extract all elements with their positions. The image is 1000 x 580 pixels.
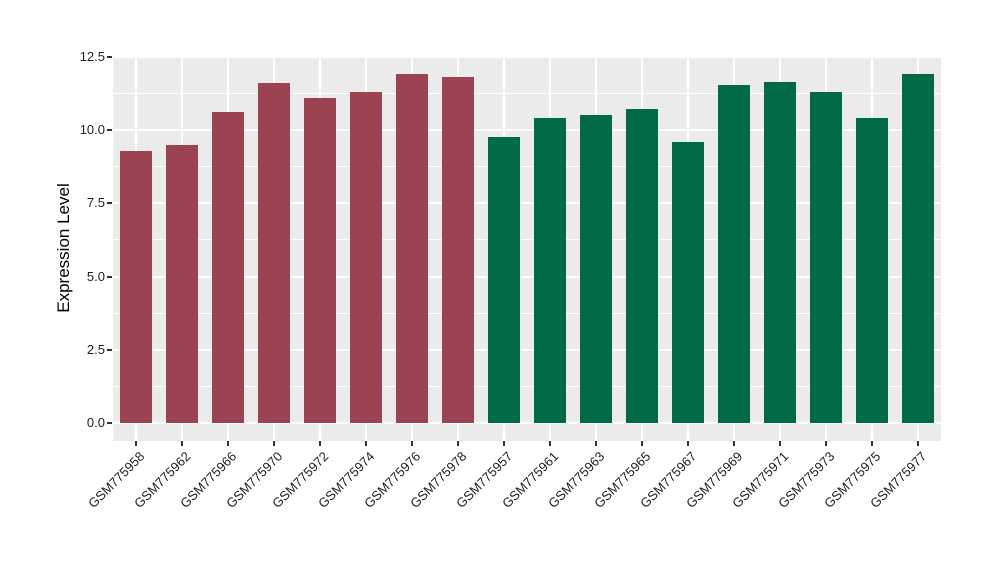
x-axis-tick	[503, 441, 505, 446]
x-axis-tick	[687, 441, 689, 446]
x-axis-tick	[917, 441, 919, 446]
bar	[441, 77, 475, 424]
y-tick-label: 10.0	[79, 122, 105, 137]
y-axis-tick	[107, 348, 112, 351]
x-axis-tick	[457, 441, 459, 446]
bar	[487, 137, 521, 424]
bar	[717, 84, 751, 424]
minor-gridline	[113, 312, 941, 314]
bar	[349, 91, 383, 424]
bar	[303, 97, 337, 424]
major-gridline	[113, 348, 941, 351]
y-axis-tick	[107, 55, 112, 58]
x-axis-tick	[595, 441, 597, 446]
bar	[901, 74, 935, 424]
bar	[119, 150, 153, 424]
x-axis-tick	[365, 441, 367, 446]
y-tick-label: 7.5	[86, 195, 105, 211]
plot-panel	[113, 56, 941, 441]
bar	[257, 83, 291, 424]
x-axis-tick	[641, 441, 643, 446]
x-axis-tick	[733, 441, 735, 446]
x-axis-tick	[549, 441, 551, 446]
y-tick-label: 2.5	[86, 341, 105, 357]
y-tick-label: 5.0	[86, 268, 105, 284]
x-axis-tick	[181, 441, 183, 446]
x-axis-tick	[825, 441, 827, 446]
bar	[625, 109, 659, 424]
y-axis-tick	[107, 422, 112, 425]
bar	[763, 81, 797, 424]
x-axis-tick	[779, 441, 781, 446]
bar	[533, 118, 567, 424]
major-gridline	[113, 56, 941, 58]
bar	[809, 91, 843, 424]
minor-gridline	[113, 166, 941, 168]
bar	[395, 74, 429, 424]
major-gridline	[113, 202, 941, 205]
minor-gridline	[113, 386, 941, 388]
bar	[165, 144, 199, 424]
y-axis-tick	[107, 129, 112, 131]
minor-gridline	[113, 92, 941, 94]
y-axis-tick	[107, 275, 112, 278]
x-axis-tick	[227, 441, 229, 446]
major-gridline	[113, 129, 941, 131]
bar	[579, 115, 613, 424]
bar	[211, 112, 245, 424]
y-axis-tick	[107, 202, 112, 205]
bar	[671, 141, 705, 424]
y-tick-label: 12.5	[79, 48, 105, 64]
x-axis-tick	[871, 441, 873, 446]
major-gridline	[113, 422, 941, 425]
x-axis-tick	[135, 441, 137, 446]
x-axis-tick	[411, 441, 413, 446]
x-axis-tick	[319, 441, 321, 446]
x-axis-tick	[273, 441, 275, 446]
y-tick-label: 0.0	[86, 415, 105, 431]
minor-gridline	[113, 239, 941, 241]
bar	[855, 118, 889, 424]
major-gridline	[113, 275, 941, 278]
